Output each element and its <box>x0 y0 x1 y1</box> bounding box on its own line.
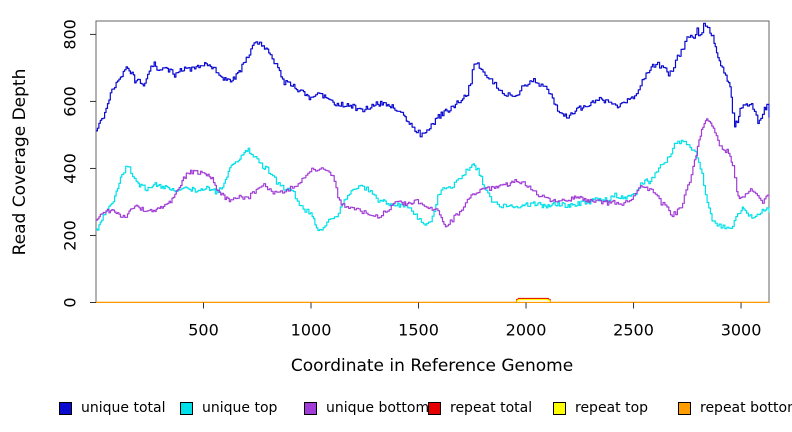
legend-item-repeat-bottom: repeat bottom <box>678 398 792 418</box>
legend-item-repeat-top: repeat top <box>553 398 648 418</box>
legend-label-unique-bottom: unique bottom <box>326 400 430 416</box>
y-tick-label: 400 <box>61 153 80 184</box>
x-tick-label: 3000 <box>721 321 762 340</box>
series-line-unique-total <box>96 22 770 138</box>
x-tick-label: 500 <box>188 321 219 340</box>
series-line-unique-bottom <box>96 118 770 228</box>
y-tick-label: 600 <box>61 86 80 117</box>
y-tick-label: 0 <box>61 297 80 307</box>
legend-swatch-repeat-top <box>553 401 566 415</box>
legend-item-repeat-total: repeat total <box>428 398 532 418</box>
legend-label-repeat-bottom: repeat bottom <box>700 400 792 416</box>
legend-swatch-repeat-total <box>428 401 441 415</box>
y-tick-label: 800 <box>61 19 80 50</box>
legend-swatch-repeat-bottom <box>678 401 691 415</box>
legend-item-unique-bottom: unique bottom <box>304 398 429 418</box>
legend-label-repeat-total: repeat total <box>450 400 533 416</box>
legend-label-repeat-top: repeat top <box>575 400 649 416</box>
x-tick-label: 1000 <box>291 321 332 340</box>
x-tick-label: 2500 <box>613 321 654 340</box>
y-axis-title: Read Coverage Depth <box>10 68 30 256</box>
y-tick-label: 200 <box>61 220 80 251</box>
legend: unique total unique top unique bottom re… <box>0 398 792 420</box>
legend-swatch-unique-bottom <box>304 401 317 415</box>
series-line-unique-top <box>96 139 770 232</box>
legend-item-unique-total: unique total <box>59 398 165 418</box>
x-axis-title: Coordinate in Reference Genome <box>290 356 574 376</box>
legend-item-unique-top: unique top <box>180 398 277 418</box>
legend-swatch-unique-total <box>59 401 72 415</box>
legend-swatch-unique-top <box>180 401 193 415</box>
x-tick-label: 1500 <box>398 321 439 340</box>
x-tick-label: 2000 <box>506 321 547 340</box>
legend-label-unique-total: unique total <box>81 400 166 416</box>
legend-label-unique-top: unique top <box>202 400 278 416</box>
